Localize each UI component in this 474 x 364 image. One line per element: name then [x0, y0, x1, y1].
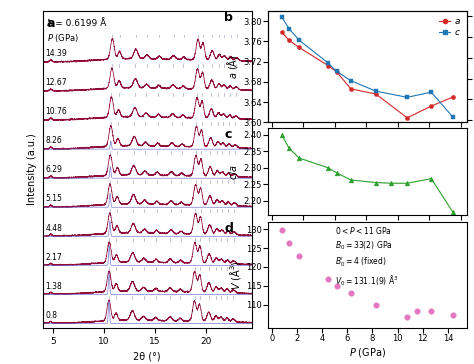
X-axis label: 2θ (°): 2θ (°)	[133, 352, 161, 362]
Text: d: d	[224, 222, 233, 234]
Legend: $a$, $c$: $a$, $c$	[438, 15, 462, 39]
Y-axis label: $c/a$: $c/a$	[228, 164, 240, 180]
Text: a: a	[47, 17, 55, 30]
Text: 4.48: 4.48	[45, 223, 62, 233]
Text: 5.15: 5.15	[45, 194, 62, 203]
Text: 1.38: 1.38	[45, 282, 62, 290]
Text: 0.8: 0.8	[45, 310, 57, 320]
Text: 8.26: 8.26	[45, 136, 62, 145]
Y-axis label: $V$ (Å$^3$): $V$ (Å$^3$)	[228, 260, 243, 289]
Text: $0 < P < 11$ GPa
$B_0 = 33(2)$ GPa
$B_0^{\prime} = 4$ (fixed)
$V_0 = 131.1(9)$ Å: $0 < P < 11$ GPa $B_0 = 33(2)$ GPa $B_0^…	[335, 225, 398, 288]
Y-axis label: Intensity (a.u.): Intensity (a.u.)	[27, 133, 37, 205]
Y-axis label: $a$ (Å): $a$ (Å)	[225, 54, 240, 79]
X-axis label: $P$ (GPa): $P$ (GPa)	[349, 346, 386, 359]
Text: 2.17: 2.17	[45, 253, 62, 262]
Text: 14.39: 14.39	[45, 49, 67, 58]
Text: λ = 0.6199 Å: λ = 0.6199 Å	[47, 19, 106, 28]
Text: 12.67: 12.67	[45, 78, 67, 87]
Text: 6.29: 6.29	[45, 166, 62, 174]
Text: 10.76: 10.76	[45, 107, 67, 116]
Text: b: b	[224, 11, 233, 24]
Text: $P$ (GPa): $P$ (GPa)	[47, 32, 79, 44]
Text: c: c	[224, 128, 231, 141]
